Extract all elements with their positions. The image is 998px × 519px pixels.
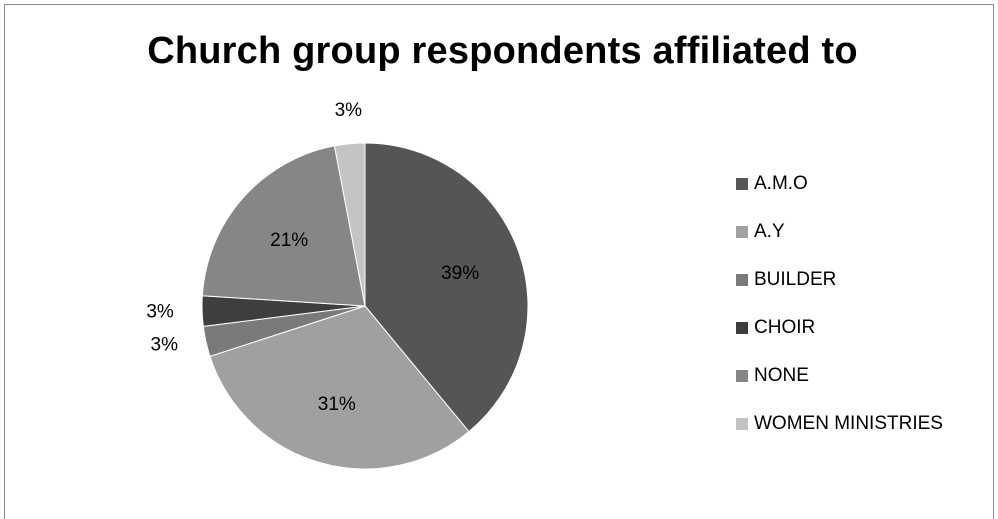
data-label-none: 21% [270, 230, 308, 251]
legend-item-a-y: A.Y [736, 220, 785, 244]
legend-item-none: NONE [736, 364, 809, 388]
legend-label: A.Y [754, 221, 785, 242]
legend-swatch [736, 370, 748, 382]
legend-item-women-ministries: WOMEN MINISTRIES [736, 412, 943, 436]
pie-slice-a-y [209, 305, 470, 470]
pie-slices [201, 142, 529, 470]
pie-slice-none [201, 145, 366, 307]
legend-label: CHOIR [754, 317, 816, 338]
pie-slice-a-m-o [364, 142, 529, 433]
data-label-women-ministries: 3% [335, 100, 363, 121]
pie-slice-women-ministries [333, 142, 366, 307]
chart-title: Church group respondents affiliated to [147, 30, 858, 72]
legend-swatch [736, 274, 748, 286]
legend-swatch [736, 226, 748, 238]
legend-label: NONE [754, 365, 809, 386]
pie-data-labels: 39% 31% 3% 3% 21% 3% [146, 100, 479, 415]
data-label-builder: 3% [151, 335, 179, 356]
legend-swatch [736, 322, 748, 334]
data-label-choir: 3% [146, 302, 174, 323]
legend-swatch [736, 418, 748, 430]
data-label-a-m-o: 39% [441, 263, 479, 284]
legend-item-builder: BUILDER [736, 268, 836, 292]
legend-label: WOMEN MINISTRIES [754, 413, 943, 434]
legend-item-choir: CHOIR [736, 316, 815, 340]
legend-label: BUILDER [754, 269, 837, 290]
legend-label: A.M.O [754, 173, 808, 194]
legend-swatch [736, 178, 748, 190]
data-label-a-y: 31% [318, 394, 356, 415]
legend-item-a-m-o: A.M.O [736, 172, 808, 196]
